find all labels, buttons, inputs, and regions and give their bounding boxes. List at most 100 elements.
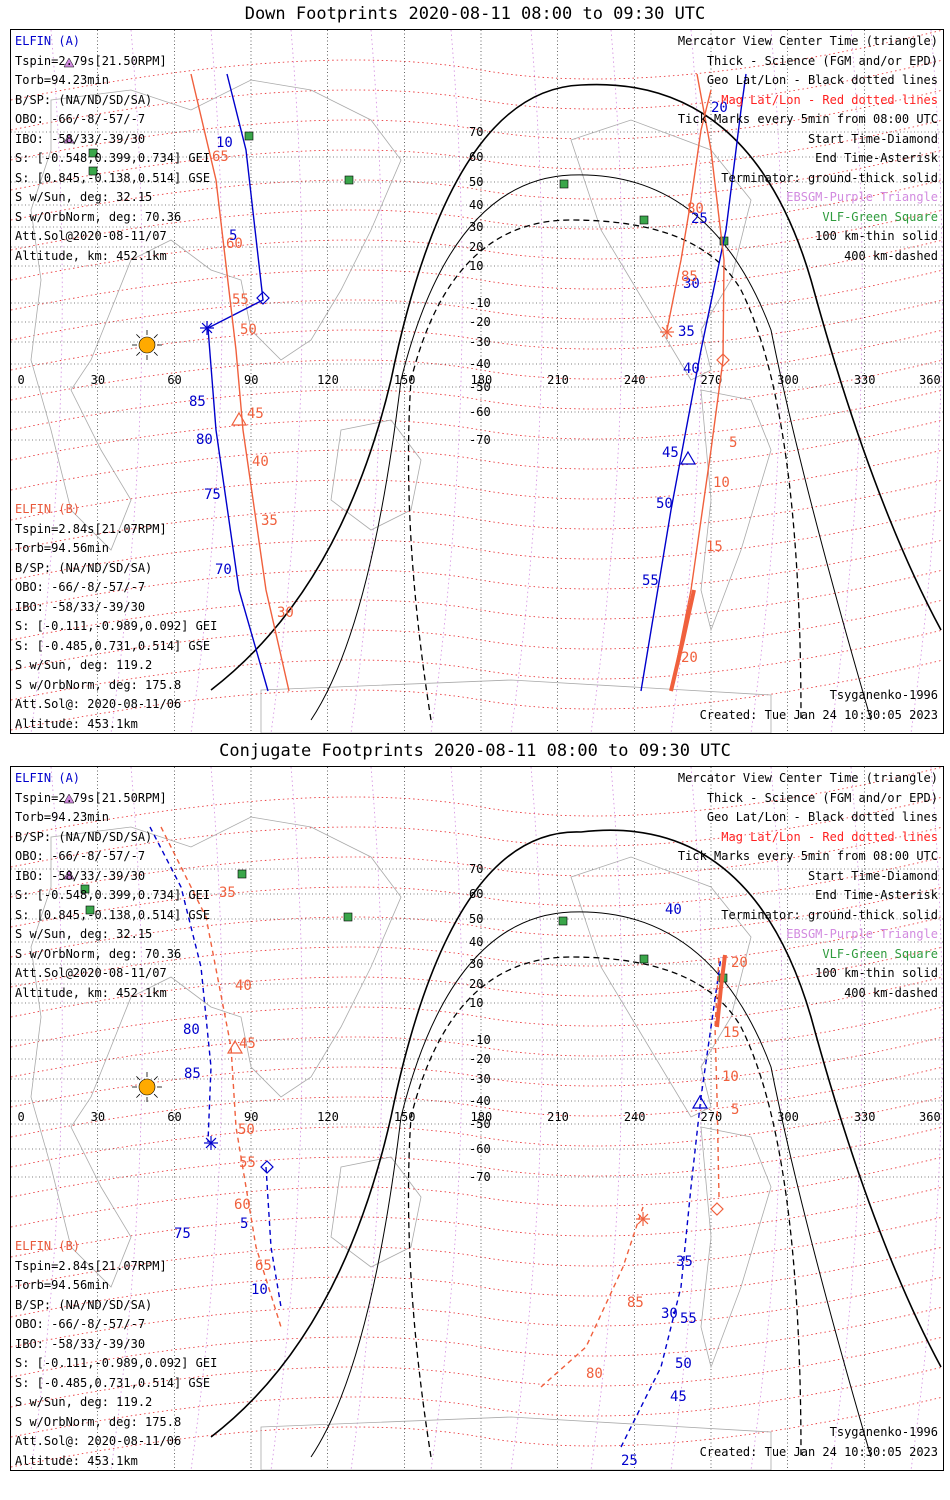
elfin-a-line: Tspin=2.79s[21.50RPM] [15, 790, 167, 805]
elfin-a-time-label: 55 [642, 573, 659, 589]
legend-mag-line: Mag Lat/Lon - Red dotted lines [721, 92, 938, 107]
lat-tick-label: -30 [469, 1072, 491, 1086]
lat-tick-label: -60 [469, 405, 491, 419]
elfin-a-time-label: 85 [189, 394, 206, 410]
legend-line: Tick Marks every 5min from 08:00 UTC [677, 112, 938, 126]
elfin-a-time-label: 10 [251, 1282, 268, 1298]
elfin-b-track [666, 89, 712, 331]
map-panel-down: 0 30 60 90 120 150 180 210 240 270 300 330 360 70 60 50… [10, 29, 944, 734]
elfin-b-time-label: 35 [219, 885, 236, 901]
lat-tick-label: 40 [469, 935, 483, 949]
elfin-a-line: S: [-0.548,0.399,0.734] GEI [15, 888, 211, 902]
lat-tick-label: 20 [469, 240, 483, 254]
elfin-a-time-label: 85 [184, 1066, 201, 1082]
legend-line: Thick - Science (FGM and/or EPD) [706, 53, 938, 68]
elfin-b-time-label: 10 [713, 475, 730, 491]
mag-lon-line [510, 30, 543, 733]
lat-tick-label: -20 [469, 1052, 491, 1066]
elfin-b-time-label: 80 [687, 201, 704, 217]
elfin-b-time-label: 65 [255, 1258, 272, 1274]
elfin-a-time-label: 20 [711, 100, 728, 116]
mag-lon-line [590, 767, 623, 1470]
end-time-asterisk-icon [205, 1137, 217, 1149]
elfin-b-time-label: 40 [252, 454, 269, 470]
elfin-b-time-label: 85 [627, 1295, 644, 1311]
elfin-b-track [160, 826, 282, 1328]
legend-mag-line: Mag Lat/Lon - Red dotted lines [721, 829, 938, 844]
lon-tick-label: 330 [854, 373, 876, 387]
panel-title-down: Down Footprints 2020-08-11 08:00 to 09:3… [244, 4, 706, 24]
elfin-a-time-label: 5 [229, 228, 237, 244]
mag-lat-line [11, 886, 943, 958]
map-panel-conjugate: 0 30 60 90 120 150 180 210 240 270 300 330 360 70 60 50… [10, 766, 944, 1471]
coastline [570, 119, 752, 381]
elfin-a-line: Att.Sol@2020-08-11/07 [15, 229, 167, 243]
elfin-b-line: Att.Sol@: 2020-08-11/06 [15, 697, 182, 711]
legend-line: 400 km-dashed [844, 248, 938, 263]
lon-tick-label: 180 [471, 373, 493, 387]
lat-tick-label: -20 [469, 315, 491, 329]
elfin-a-time-label: 50 [675, 1356, 692, 1372]
elfin-b-time-label: 20 [681, 650, 698, 666]
sun-ray [153, 351, 158, 356]
elfin-a-info: ELFIN (A) Tspin=2.79s[21.50RPM] Torb=94.… [15, 769, 210, 1003]
created-timestamp: Created: Tue Jan 24 10:30:05 2023 [699, 707, 938, 722]
sun-ray [153, 334, 158, 339]
terminator-ground [210, 83, 942, 691]
lat-tick-label: -10 [469, 1033, 491, 1047]
elfin-b-line: IBO: -58/33/-39/30 [15, 1336, 146, 1351]
lat-tick-label: 60 [469, 150, 483, 164]
elfin-a-line: Altitude, km: 452.1km [15, 985, 167, 1000]
mag-lon-line [510, 767, 543, 1470]
elfin-a-line: OBO: -66/-8/-57/-7 [15, 112, 146, 126]
elfin-b-science-segment [669, 589, 696, 692]
mag-lon-line [750, 767, 783, 1470]
sun-ray [136, 1093, 141, 1098]
elfin-a-info: ELFIN (A) Tspin=2.79s[21.50RPM] Torb=94.… [15, 32, 210, 266]
vlf-station-marker [237, 869, 247, 879]
elfin-b-time-label: 5 [729, 435, 737, 451]
lon-tick-label: 30 [91, 1110, 105, 1124]
elfin-a-time-label: 80 [183, 1022, 200, 1038]
legend-line: End Time-Asterisk [815, 151, 938, 165]
mag-lon-line [830, 767, 863, 1470]
legend-line: 400 km-dashed [844, 985, 938, 1000]
elfin-a-line: OBO: -66/-8/-57/-7 [15, 849, 146, 863]
elfin-b-line: S: [-0.485,0.731,0.514] GSE [15, 638, 211, 653]
coastline [260, 679, 772, 733]
lon-tick-label: 90 [244, 373, 258, 387]
lon-tick-label: 0 [18, 1110, 25, 1124]
lon-tick-label: 270 [701, 1110, 723, 1124]
panel-title-conjugate: Conjugate Footprints 2020-08-11 08:00 to… [219, 741, 731, 761]
elfin-b-track [670, 73, 725, 692]
mag-lat-line [11, 1366, 943, 1438]
mag-lat-line [11, 659, 943, 731]
legend-line: Terminator: ground-thick solid [721, 907, 938, 922]
lon-tick-label: 90 [244, 1110, 258, 1124]
mag-lon-line [30, 767, 63, 1470]
legend-line: 100 km-thin solid [815, 966, 938, 980]
sun-icon [138, 1078, 156, 1096]
legend: Mercator View Center Time (triangle) Thi… [678, 32, 938, 266]
coastline [260, 1416, 772, 1470]
mag-lat-line [11, 359, 943, 431]
elfin-b-line: Tspin=2.84s[21.07RPM] [15, 1258, 167, 1273]
lon-tick-label: 240 [624, 373, 646, 387]
coastline [700, 1126, 772, 1369]
sun-ray [136, 1076, 141, 1081]
mag-lat-line [11, 1156, 943, 1228]
coastline [330, 1156, 422, 1268]
footer: Tsyganenko-1996 Created: Tue Jan 24 10:3… [700, 686, 938, 725]
vlf-station-marker [85, 905, 95, 915]
elfin-b-time-label: 55 [232, 292, 249, 308]
legend-line: End Time-Asterisk [815, 888, 938, 902]
mag-lat-line [11, 89, 943, 161]
elfin-b-time-label: 50 [238, 1122, 255, 1138]
map-canvas-down: 0 30 60 90 120 150 180 210 240 270 300 330 360706050… [11, 30, 943, 733]
mag-lat-line [11, 1396, 943, 1468]
elfin-a-time-label: 80 [196, 432, 213, 448]
lon-tick-label: 360 [919, 373, 941, 387]
elfin-a-line: Att.Sol@2020-08-11/07 [15, 966, 167, 980]
elfin-a-line: IBO: -58/33/-39/30 [15, 868, 146, 883]
terminator-400km [407, 219, 802, 721]
